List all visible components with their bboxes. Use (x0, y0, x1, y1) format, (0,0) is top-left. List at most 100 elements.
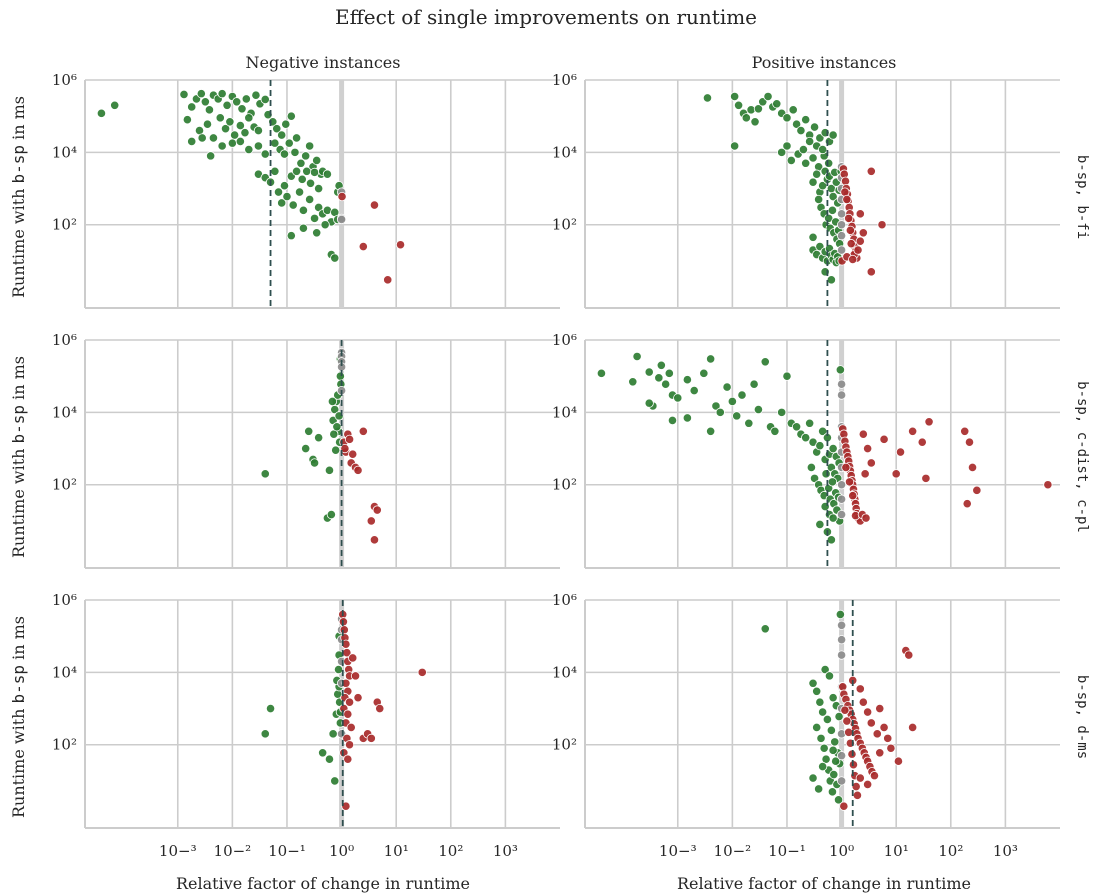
data-point (858, 429, 868, 439)
data-point (372, 505, 382, 515)
data-point (833, 795, 844, 805)
y-axis-label-2: Runtime with b-sp in ms (9, 356, 28, 558)
data-point (232, 97, 242, 107)
data-point (290, 147, 300, 157)
data-point (286, 111, 296, 121)
y-tick-label: 10⁴ (552, 663, 577, 681)
data-point (760, 357, 770, 367)
data-point (782, 113, 792, 123)
data-point (279, 181, 290, 191)
data-point (337, 191, 347, 202)
data-point (326, 509, 336, 520)
data-point (656, 360, 666, 370)
data-point (812, 686, 822, 696)
data-point (848, 491, 858, 501)
data-point (791, 119, 802, 129)
data-point (182, 115, 192, 125)
data-point (706, 426, 716, 436)
data-point (816, 733, 826, 743)
data-point (815, 441, 825, 451)
data-point (836, 390, 847, 400)
data-point (369, 200, 380, 210)
panel-4: 10² 10⁴ 10⁶ (552, 331, 1060, 569)
data-point (711, 401, 721, 411)
data-point (284, 138, 294, 148)
data-point (596, 368, 607, 378)
data-point (836, 650, 847, 660)
data-point (661, 379, 671, 389)
data-point (291, 166, 302, 176)
data-point (904, 650, 914, 660)
data-point (733, 100, 744, 110)
data-point (835, 365, 845, 375)
data-point (828, 443, 838, 454)
data-point (836, 231, 847, 241)
data-point (244, 144, 254, 155)
data-point (967, 462, 978, 473)
data-point (822, 714, 833, 725)
x-tick-label: 10⁰ (829, 842, 854, 860)
data-point (814, 194, 824, 205)
data-point (845, 225, 855, 235)
data-point (327, 396, 338, 407)
data-point (330, 253, 340, 263)
data-point (796, 125, 806, 136)
data-point (296, 158, 306, 168)
y-tick-label: 10⁴ (52, 403, 77, 421)
data-point (644, 367, 654, 377)
data-point (341, 801, 351, 811)
data-point (924, 417, 934, 427)
data-point (836, 620, 847, 630)
data-point (826, 725, 836, 735)
data-point (318, 748, 328, 758)
data-point (863, 443, 873, 454)
data-point (241, 94, 251, 104)
y-tick-label: 10⁶ (552, 591, 577, 609)
data-point (305, 194, 315, 205)
data-point (260, 94, 270, 105)
data-point (291, 133, 302, 143)
data-point (835, 609, 845, 619)
data-point (879, 722, 889, 733)
data-point (853, 245, 863, 255)
data-point (869, 771, 880, 781)
data-point (654, 373, 664, 383)
panel-5: 10² 10⁴ 10⁶ 10−³ 10−² 10−¹ 10⁰ 10¹ 10² 10³ (52, 591, 560, 860)
data-point (763, 91, 773, 102)
panels-group: 10²10⁴10⁶10²10⁴10⁶10²10⁴10⁶10²10⁴10⁶10²1… (52, 71, 1060, 860)
data-point (225, 117, 235, 127)
data-point (417, 667, 427, 677)
data-point (861, 513, 871, 523)
data-point (836, 751, 847, 761)
data-point (842, 716, 852, 726)
data-point (772, 99, 782, 109)
data-point (883, 733, 893, 743)
y-tick-label: 10² (552, 216, 577, 234)
x-axis-label-left: Relative factor of change in runtime (176, 874, 470, 893)
y-tick-label: 10⁶ (552, 71, 577, 89)
x-tick-label: 10−³ (159, 842, 197, 860)
data-point (815, 697, 825, 707)
data-point (333, 664, 344, 675)
data-point (235, 136, 245, 147)
data-point (801, 115, 811, 125)
data-point (244, 113, 254, 123)
data-point (842, 194, 852, 205)
data-point (179, 89, 189, 99)
data-point (732, 411, 742, 421)
data-point (753, 104, 764, 114)
data-point (809, 473, 820, 483)
data-point (217, 89, 227, 99)
data-point (251, 90, 261, 100)
data-point (110, 100, 120, 110)
data-point (320, 220, 330, 230)
x-tick-label: 10−¹ (268, 842, 306, 860)
row-label-3: b-sp, d-ms (1074, 675, 1090, 759)
data-point (350, 671, 361, 681)
data-point (204, 105, 215, 115)
y-tick-label: 10² (552, 736, 577, 754)
data-point (840, 705, 850, 715)
data-point (855, 684, 865, 694)
data-point (788, 105, 798, 115)
data-point (314, 183, 324, 194)
